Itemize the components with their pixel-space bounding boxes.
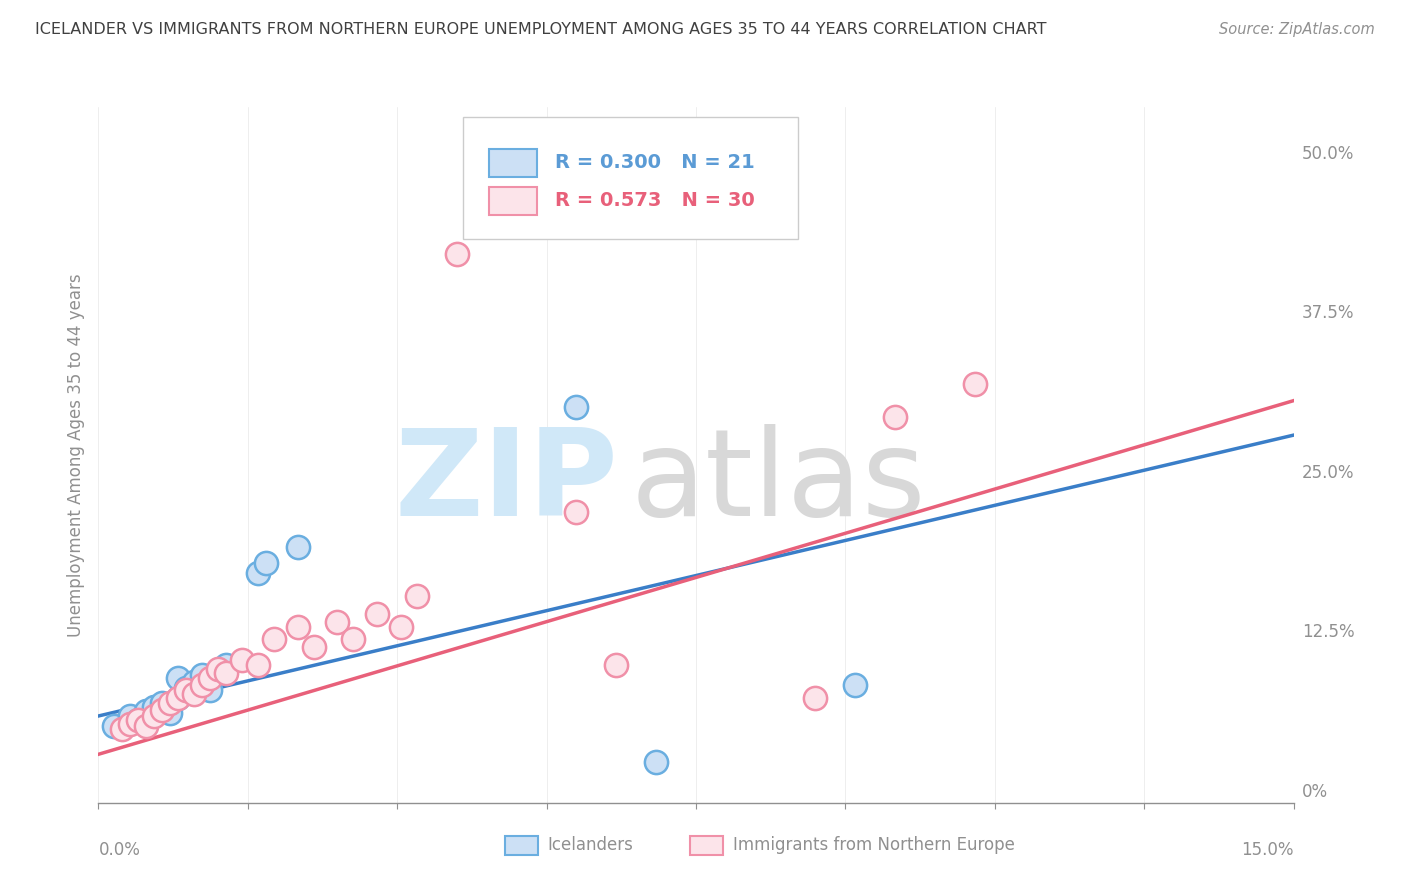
Point bbox=[215, 657, 238, 672]
FancyBboxPatch shape bbox=[489, 149, 537, 177]
Point bbox=[150, 703, 173, 717]
Point bbox=[183, 687, 205, 701]
Point bbox=[198, 683, 221, 698]
Point bbox=[143, 700, 166, 714]
Point bbox=[191, 678, 214, 692]
Point bbox=[804, 691, 827, 706]
Point bbox=[231, 653, 253, 667]
Y-axis label: Unemployment Among Ages 35 to 44 years: Unemployment Among Ages 35 to 44 years bbox=[66, 273, 84, 637]
Text: Immigrants from Northern Europe: Immigrants from Northern Europe bbox=[733, 836, 1015, 855]
Text: atlas: atlas bbox=[630, 425, 927, 541]
Point bbox=[645, 755, 668, 769]
Text: 15.0%: 15.0% bbox=[1241, 841, 1294, 859]
Point bbox=[565, 505, 588, 519]
Text: Icelanders: Icelanders bbox=[548, 836, 634, 855]
Point bbox=[366, 607, 388, 621]
Point bbox=[326, 615, 349, 629]
Point bbox=[215, 665, 238, 680]
Point bbox=[159, 696, 181, 710]
Point bbox=[143, 709, 166, 723]
Point bbox=[287, 619, 309, 633]
Point bbox=[246, 566, 269, 580]
Point bbox=[446, 247, 468, 261]
Point bbox=[406, 589, 429, 603]
Point bbox=[884, 410, 907, 425]
FancyBboxPatch shape bbox=[505, 836, 538, 855]
Point bbox=[207, 662, 229, 676]
Point bbox=[150, 696, 173, 710]
Text: 0.0%: 0.0% bbox=[98, 841, 141, 859]
Point bbox=[127, 713, 149, 727]
Point bbox=[246, 657, 269, 672]
Point bbox=[167, 691, 190, 706]
Text: Source: ZipAtlas.com: Source: ZipAtlas.com bbox=[1219, 22, 1375, 37]
Point bbox=[135, 704, 157, 718]
Point bbox=[207, 665, 229, 680]
Point bbox=[191, 668, 214, 682]
Point bbox=[174, 683, 197, 698]
FancyBboxPatch shape bbox=[690, 836, 724, 855]
Point bbox=[120, 709, 142, 723]
Text: R = 0.573   N = 30: R = 0.573 N = 30 bbox=[555, 192, 755, 211]
Point bbox=[254, 556, 277, 570]
Point bbox=[127, 713, 149, 727]
Point bbox=[389, 619, 412, 633]
Point bbox=[263, 632, 285, 647]
Point bbox=[167, 671, 190, 685]
Text: ICELANDER VS IMMIGRANTS FROM NORTHERN EUROPE UNEMPLOYMENT AMONG AGES 35 TO 44 YE: ICELANDER VS IMMIGRANTS FROM NORTHERN EU… bbox=[35, 22, 1046, 37]
Point bbox=[287, 541, 309, 555]
Point bbox=[167, 691, 190, 706]
Point bbox=[963, 377, 986, 392]
Point bbox=[605, 657, 627, 672]
Point bbox=[111, 722, 134, 736]
Point bbox=[342, 632, 364, 647]
Text: R = 0.300   N = 21: R = 0.300 N = 21 bbox=[555, 153, 755, 172]
FancyBboxPatch shape bbox=[463, 118, 797, 239]
Point bbox=[198, 671, 221, 685]
Text: ZIP: ZIP bbox=[395, 425, 619, 541]
Point bbox=[844, 678, 866, 692]
Point bbox=[565, 400, 588, 414]
Point bbox=[159, 706, 181, 721]
Point bbox=[302, 640, 325, 654]
Point bbox=[103, 719, 125, 733]
Point bbox=[183, 674, 205, 689]
Point bbox=[120, 716, 142, 731]
Point bbox=[135, 719, 157, 733]
FancyBboxPatch shape bbox=[489, 187, 537, 215]
Point bbox=[174, 681, 197, 695]
